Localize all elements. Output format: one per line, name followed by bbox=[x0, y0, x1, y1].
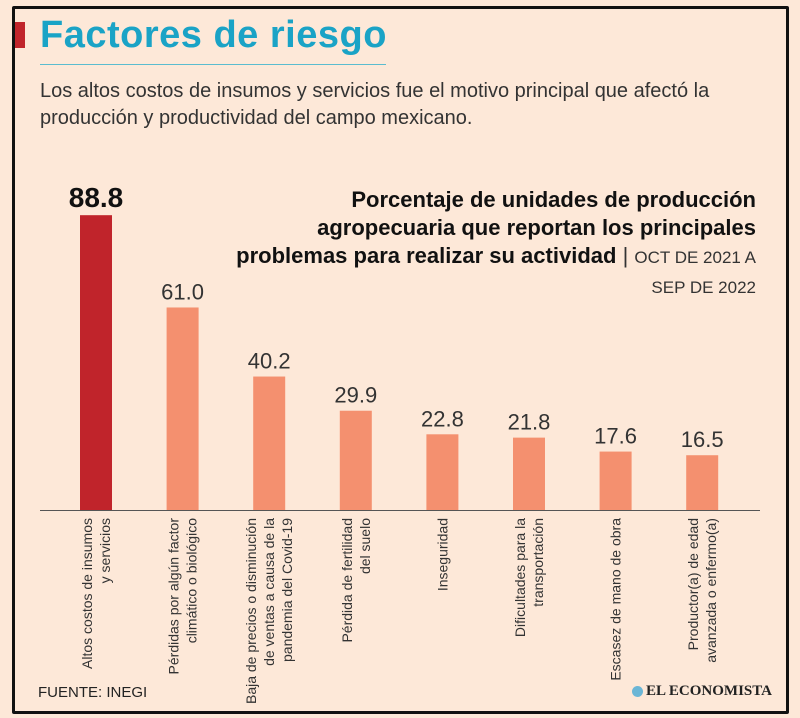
bar bbox=[253, 376, 286, 510]
chart-title-text: Porcentaje de unidades de producción agr… bbox=[236, 187, 756, 268]
category-label: Pérdidas por algún factor bbox=[166, 518, 182, 675]
data-label: 40.2 bbox=[248, 349, 291, 374]
category-label: Inseguridad bbox=[434, 518, 450, 591]
logo: EL ECONOMISTA bbox=[632, 683, 772, 700]
bar bbox=[166, 307, 199, 510]
chart-title: Porcentaje de unidades de producción agr… bbox=[236, 187, 756, 297]
category-label: avanzada o enfermo(a) bbox=[703, 518, 719, 663]
data-label: 21.8 bbox=[508, 410, 551, 435]
subtitle: Los altos costos de insumos y servicios … bbox=[40, 80, 710, 129]
data-label: 88.8 bbox=[69, 182, 124, 213]
title-divider bbox=[40, 64, 386, 65]
frame bbox=[12, 6, 789, 714]
source: FUENTE: INEGI bbox=[38, 684, 148, 701]
logo-icon bbox=[632, 686, 643, 697]
bar bbox=[686, 455, 719, 510]
category-label: Altos costos de insumos bbox=[79, 518, 95, 669]
bar bbox=[339, 410, 372, 510]
data-label: 61.0 bbox=[161, 279, 204, 304]
category-label: del suelo bbox=[357, 518, 373, 574]
page-title: Factores de riesgo bbox=[40, 14, 387, 56]
category-label: Escasez de mano de obra bbox=[608, 518, 624, 681]
logo-text: EL ECONOMISTA bbox=[646, 683, 772, 699]
bar bbox=[513, 437, 545, 510]
accent-mark bbox=[15, 22, 25, 48]
category-label: y servicios bbox=[97, 518, 113, 583]
data-label: 17.6 bbox=[594, 424, 637, 449]
data-label: 22.8 bbox=[421, 406, 464, 431]
category-label: pandemia del Covid-19 bbox=[279, 518, 295, 662]
category-label: Dificultades para la bbox=[512, 518, 528, 637]
category-label: Pérdida de fertilidad bbox=[339, 518, 355, 643]
bar bbox=[426, 434, 459, 510]
data-label: 29.9 bbox=[334, 383, 377, 408]
category-label: de ventas a causa de la bbox=[261, 518, 277, 666]
category-label: Productor(a) de edad bbox=[685, 518, 701, 650]
category-label: climático o biológico bbox=[184, 518, 200, 643]
category-label: transportación bbox=[530, 518, 546, 607]
bar bbox=[80, 215, 112, 510]
chart-period: OCT DE 2021 A SEP DE 2022 bbox=[634, 248, 756, 297]
bar bbox=[599, 451, 632, 510]
category-label: Baja de precios o disminución bbox=[243, 518, 259, 704]
data-label: 16.5 bbox=[681, 427, 724, 452]
